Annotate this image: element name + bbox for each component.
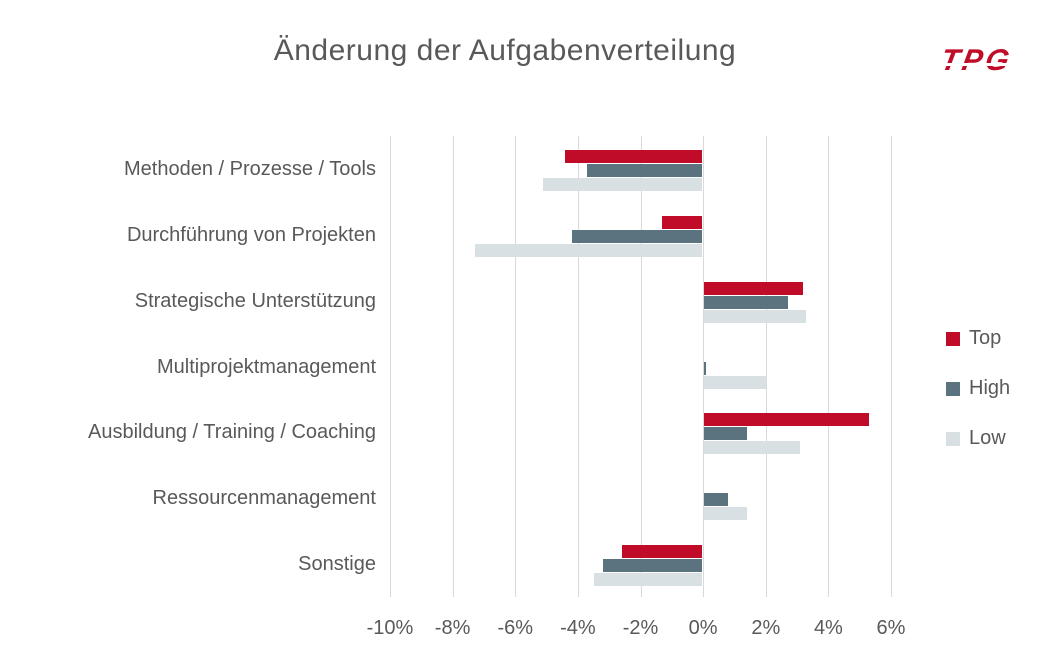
bar-high xyxy=(704,295,788,309)
x-tick-label: 4% xyxy=(813,617,843,639)
legend-swatch-low xyxy=(946,431,960,446)
category-label: Methoden / Prozesse / Tools xyxy=(124,157,376,180)
x-tick-label: 6% xyxy=(876,617,906,639)
x-tick-label: 2% xyxy=(751,617,781,639)
bar-top xyxy=(621,545,703,559)
x-tick-label: -8% xyxy=(434,617,471,639)
category-label: Ausbildung / Training / Coaching xyxy=(88,421,376,444)
legend-swatch-high xyxy=(946,381,960,396)
bar-high xyxy=(602,559,703,573)
legend-label-low: Low xyxy=(969,427,1006,449)
gridline xyxy=(828,136,830,597)
category-label: Sonstige xyxy=(298,553,376,576)
gridline xyxy=(640,136,642,597)
gridline xyxy=(452,136,454,597)
bar-low xyxy=(704,309,807,323)
category-label: Strategische Unterstützung xyxy=(134,289,376,312)
gridline xyxy=(577,136,579,597)
bar-high xyxy=(704,493,729,507)
x-tick-label: -4% xyxy=(560,617,596,639)
gridline xyxy=(703,136,705,597)
legend-label-high: High xyxy=(969,377,1011,399)
bar-top xyxy=(704,413,870,427)
category-label: Ressourcenmanagement xyxy=(152,487,376,510)
bar-top xyxy=(662,215,703,229)
bar-high xyxy=(704,427,747,441)
x-tick-label: 0% xyxy=(688,617,718,639)
bar-high xyxy=(704,361,707,375)
bar-high xyxy=(571,229,703,243)
gridline xyxy=(515,136,517,597)
x-tick-label: -2% xyxy=(622,617,659,639)
bar-low xyxy=(543,178,703,191)
legend-label-top: Top xyxy=(969,327,1002,349)
bar-low xyxy=(704,441,801,455)
x-tick-label: -10% xyxy=(366,617,414,639)
legend-item-low: Low xyxy=(946,427,1010,450)
gridline xyxy=(390,136,391,597)
gridline xyxy=(765,136,767,597)
bar-low xyxy=(474,243,703,257)
legend: Top High Low xyxy=(946,327,1010,450)
chart-title: Änderung der Aufgabenverteilung xyxy=(273,34,737,67)
bar-low xyxy=(704,375,766,389)
tpg-logo: TPG xyxy=(938,44,1041,78)
legend-item-high: High xyxy=(946,377,1010,400)
bar-high xyxy=(587,164,703,177)
x-tick-label: -6% xyxy=(497,617,534,639)
category-label: Durchführung von Projekten xyxy=(126,223,376,246)
gridline xyxy=(891,136,892,597)
bar-low xyxy=(593,573,703,587)
category-label: Multiprojektmanagement xyxy=(157,355,376,378)
bar-top xyxy=(565,150,703,163)
bar-low xyxy=(704,507,747,521)
legend-swatch-top xyxy=(946,331,960,346)
legend-item-top: Top xyxy=(946,327,1010,350)
bar-top xyxy=(704,281,804,295)
